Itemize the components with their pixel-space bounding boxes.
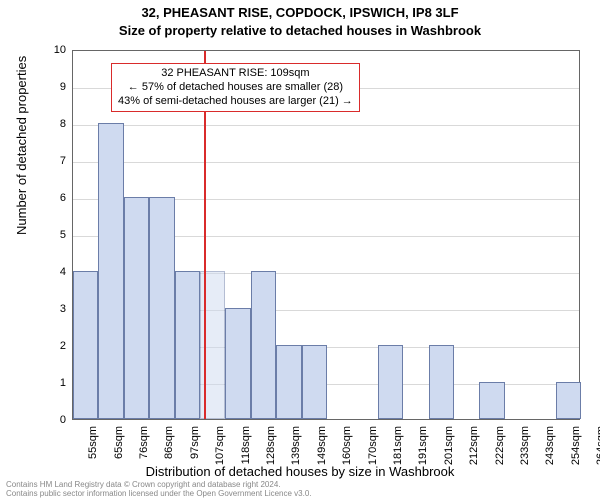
histogram-bar: [302, 345, 327, 419]
y-tick-label: 8: [60, 118, 66, 130]
x-tick-label: 160sqm: [341, 426, 353, 465]
x-tick-label: 128sqm: [265, 426, 277, 465]
x-tick-label: 212sqm: [468, 426, 480, 465]
histogram-bar: [98, 123, 123, 419]
histogram-bar: [479, 382, 504, 419]
annotation-line: ← 57% of detached houses are smaller (28…: [118, 81, 353, 95]
y-tick-label: 5: [60, 229, 66, 241]
y-tick-label: 0: [60, 414, 66, 426]
x-tick-label: 76sqm: [138, 426, 150, 459]
gridline: [73, 162, 579, 163]
histogram-bar: [225, 308, 250, 419]
annotation-line: 32 PHEASANT RISE: 109sqm: [118, 67, 353, 81]
x-tick-label: 107sqm: [214, 426, 226, 465]
histogram-bar: [378, 345, 403, 419]
histogram-bar: [175, 271, 200, 419]
gridline: [73, 125, 579, 126]
x-tick-label: 97sqm: [189, 426, 201, 459]
chart-title-block: 32, PHEASANT RISE, COPDOCK, IPSWICH, IP8…: [0, 0, 600, 39]
x-tick-label: 191sqm: [417, 426, 429, 465]
x-tick-label: 233sqm: [519, 426, 531, 465]
x-tick-label: 243sqm: [544, 426, 556, 465]
x-tick-label: 86sqm: [163, 426, 175, 459]
x-tick-label: 254sqm: [570, 426, 582, 465]
histogram-bar: [124, 197, 149, 419]
footer-line-1: Contains HM Land Registry data © Crown c…: [6, 480, 312, 489]
x-tick-label: 264sqm: [595, 426, 600, 465]
x-tick-label: 181sqm: [392, 426, 404, 465]
histogram-bar: [73, 271, 98, 419]
histogram-bar: [429, 345, 454, 419]
y-tick-label: 7: [60, 155, 66, 167]
x-tick-label: 65sqm: [113, 426, 125, 459]
plot-area: 32 PHEASANT RISE: 109sqm← 57% of detache…: [72, 50, 580, 420]
x-tick-label: 222sqm: [494, 426, 506, 465]
y-tick-label: 1: [60, 377, 66, 389]
title-line-1: 32, PHEASANT RISE, COPDOCK, IPSWICH, IP8…: [0, 4, 600, 22]
y-axis-title: Number of detached properties: [14, 56, 29, 235]
y-tick-label: 6: [60, 192, 66, 204]
y-tick-label: 9: [60, 81, 66, 93]
x-tick-label: 118sqm: [240, 426, 252, 464]
annotation-box: 32 PHEASANT RISE: 109sqm← 57% of detache…: [111, 63, 360, 112]
x-tick-label: 149sqm: [316, 426, 328, 465]
y-tick-label: 10: [54, 44, 66, 56]
x-tick-label: 139sqm: [290, 426, 302, 465]
y-tick-label: 3: [60, 303, 66, 315]
histogram-bar: [276, 345, 301, 419]
title-line-2: Size of property relative to detached ho…: [0, 22, 600, 40]
x-axis-title: Distribution of detached houses by size …: [0, 464, 600, 479]
x-tick-label: 55sqm: [87, 426, 99, 459]
y-tick-label: 4: [60, 266, 66, 278]
chart-area: 32 PHEASANT RISE: 109sqm← 57% of detache…: [72, 50, 580, 420]
histogram-bar: [556, 382, 581, 419]
histogram-bar: [149, 197, 174, 419]
annotation-line: 43% of semi-detached houses are larger (…: [118, 95, 353, 109]
y-tick-label: 2: [60, 340, 66, 352]
histogram-bar: [251, 271, 276, 419]
x-tick-label: 170sqm: [367, 426, 379, 465]
x-tick-label: 201sqm: [443, 426, 455, 465]
footer-attribution: Contains HM Land Registry data © Crown c…: [6, 480, 312, 498]
footer-line-2: Contains public sector information licen…: [6, 489, 312, 498]
